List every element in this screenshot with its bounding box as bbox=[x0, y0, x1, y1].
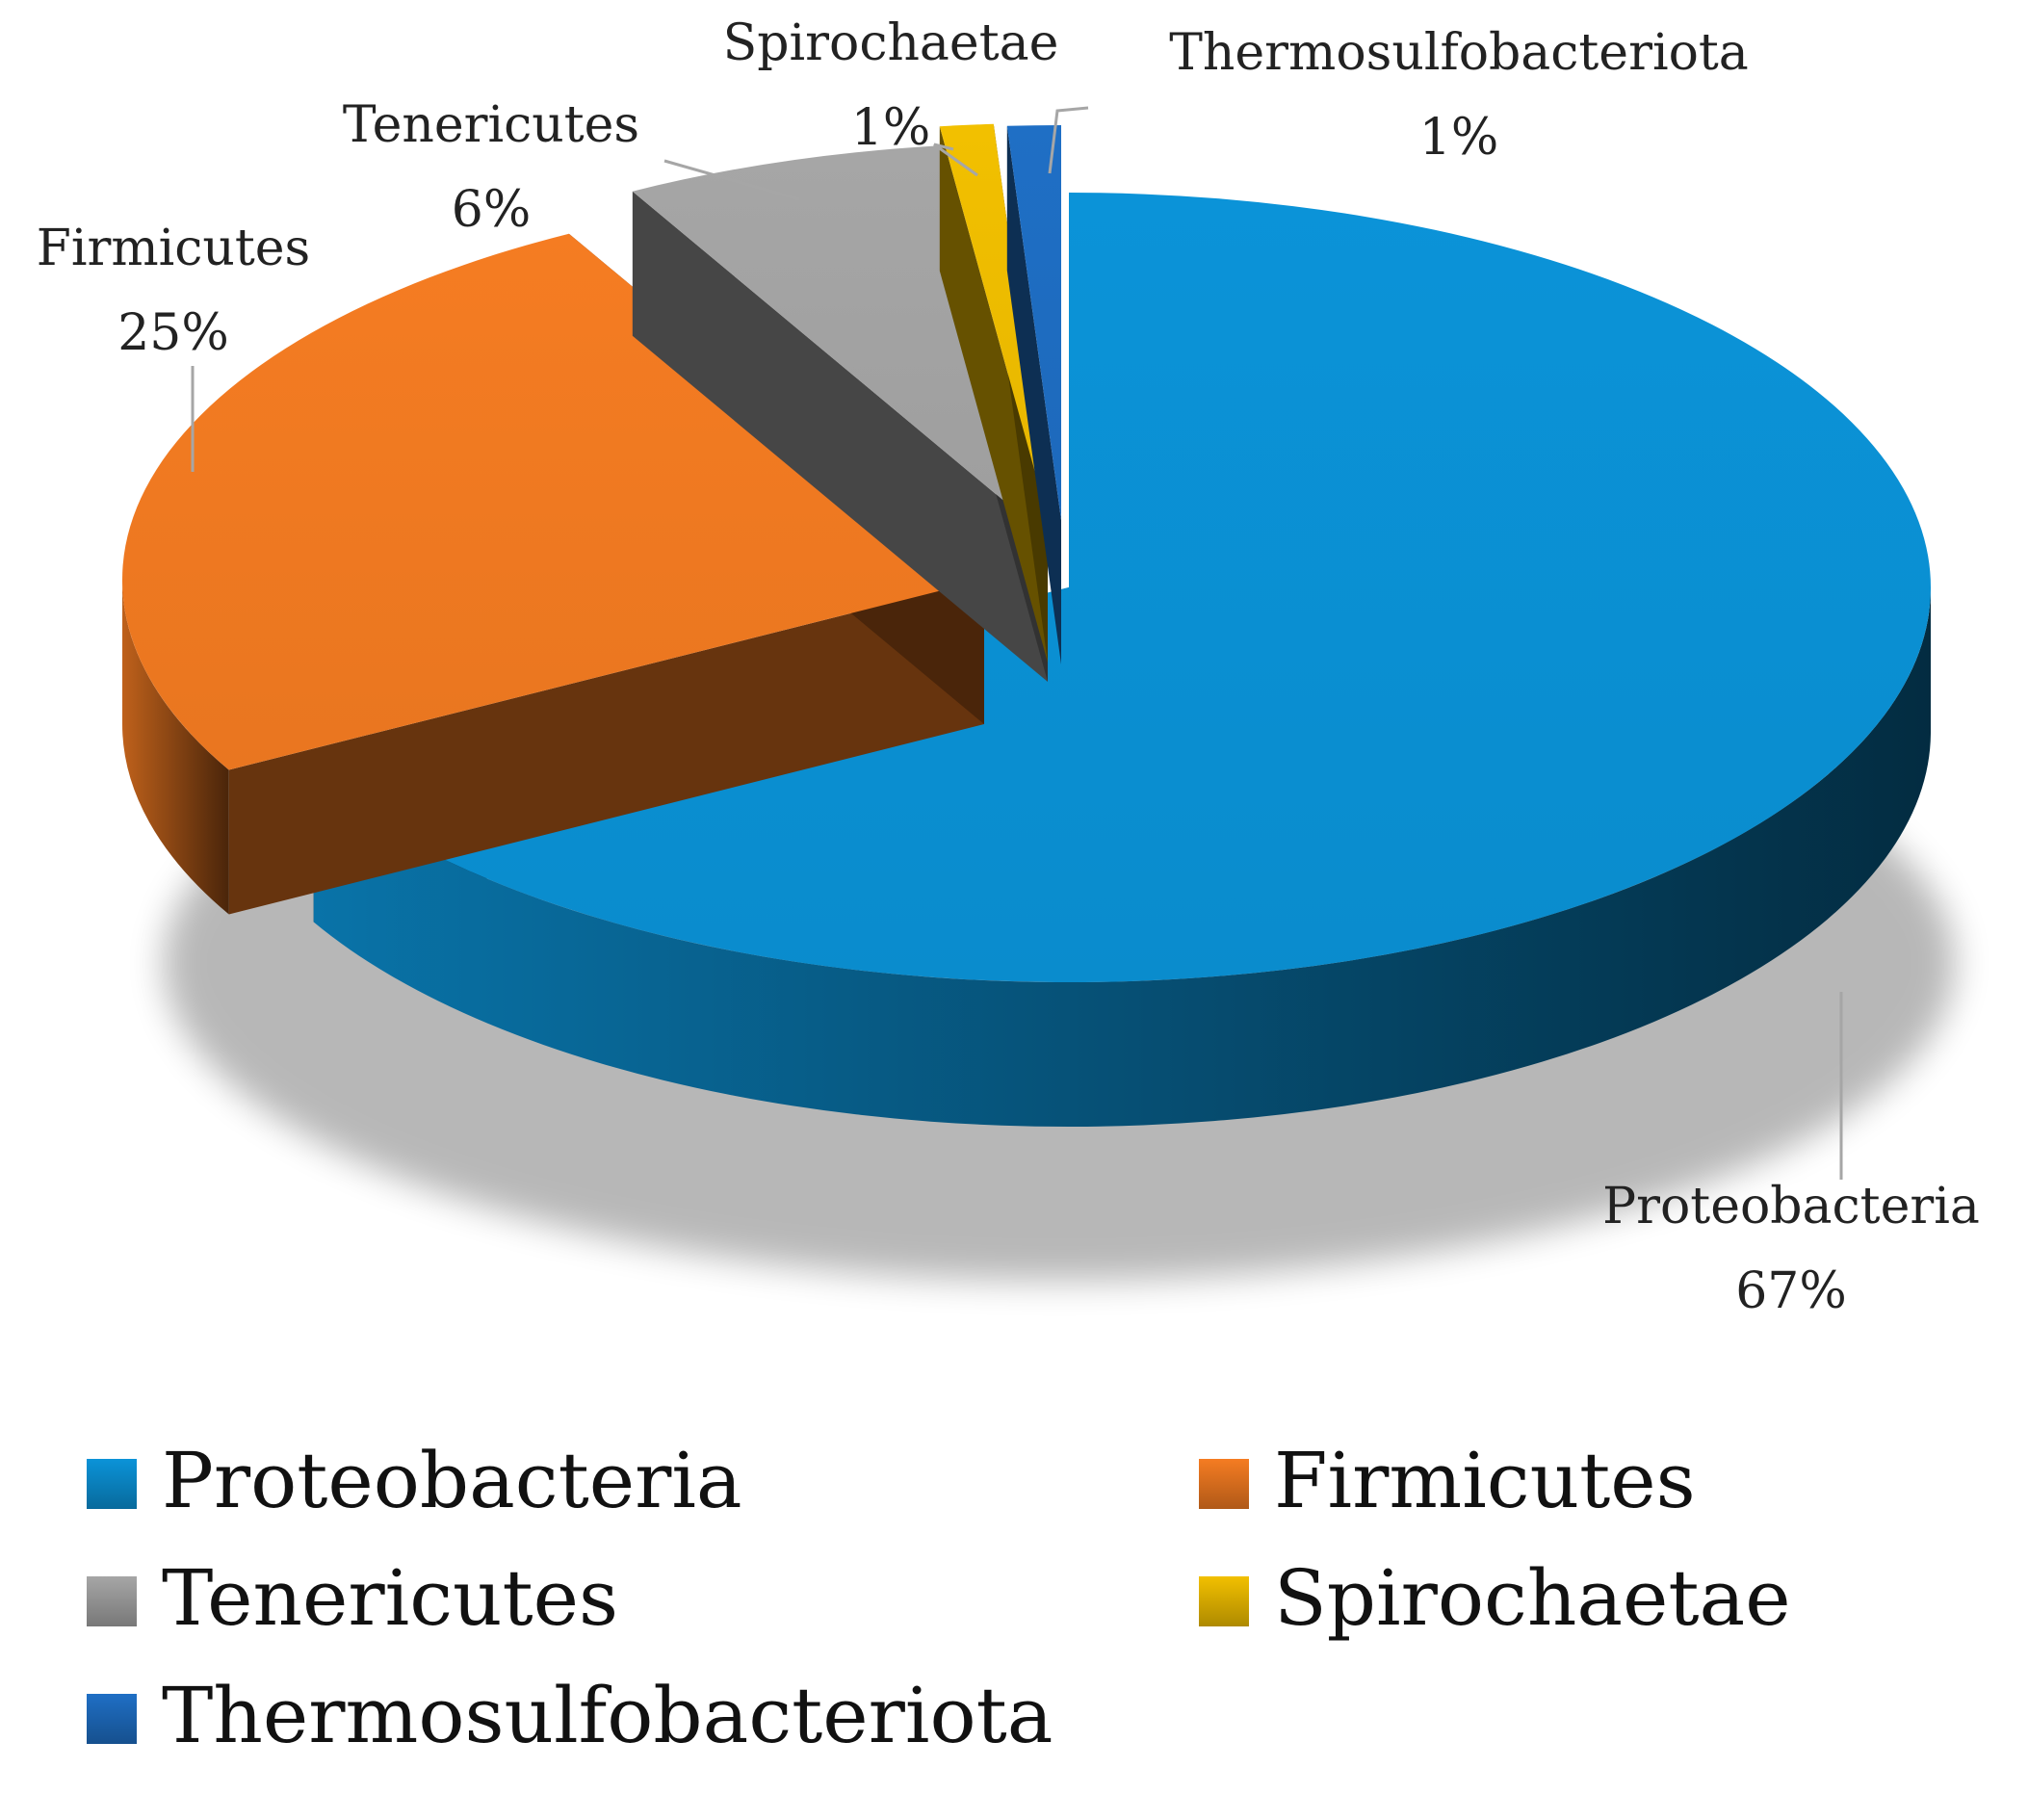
legend-item-firmicutes: Firmicutes bbox=[1199, 1436, 1696, 1525]
legend-label-thermosulfobacteriota: Thermosulfobacteriota bbox=[162, 1671, 1053, 1760]
slice-value-thermosulfobacteriota: 1% bbox=[1419, 109, 1499, 167]
slice-label-spirochaetae: Spirochaetae bbox=[723, 14, 1059, 72]
slice-top-thermosulfobacteriota bbox=[1006, 125, 1061, 520]
slice-side-proteobacteria bbox=[313, 587, 1931, 1127]
slice-wall-thermosulfobacteriota bbox=[1006, 125, 1061, 665]
slice-labels: Proteobacteria 67% Firmicutes 25% Tenericute… bbox=[37, 14, 1980, 1320]
slice-value-firmicutes: 25% bbox=[117, 304, 229, 362]
slice-wall-tenericutes bbox=[632, 191, 1048, 682]
legend-item-spirochaetae: Spirochaetae bbox=[1199, 1553, 1791, 1643]
legend-label-spirochaetae: Spirochaetae bbox=[1274, 1553, 1791, 1643]
leader-line-spirochaetae bbox=[933, 143, 978, 177]
slice-value-spirochaetae: 1% bbox=[851, 99, 931, 157]
legend-label-proteobacteria: Proteobacteria bbox=[162, 1436, 742, 1525]
slice-label-thermosulfobacteriota: Thermosulfobacteriota bbox=[1169, 24, 1749, 82]
pie-slices bbox=[121, 123, 1932, 1127]
slice-label-firmicutes: Firmicutes bbox=[37, 220, 310, 277]
slice-top-firmicutes bbox=[121, 233, 984, 770]
slice-top-spirochaetae bbox=[939, 123, 1048, 518]
slice-value-tenericutes: 6% bbox=[452, 181, 532, 239]
legend-swatch-thermosulfobacteriota bbox=[87, 1694, 137, 1744]
legend-item-proteobacteria: Proteobacteria bbox=[87, 1436, 742, 1525]
legend-item-thermosulfobacteriota: Thermosulfobacteriota bbox=[87, 1671, 1053, 1760]
legend: Proteobacteria Firmicutes Tenericutes Spiro… bbox=[87, 1436, 1791, 1760]
leader-line-thermosulfobacteriota bbox=[1048, 106, 1089, 174]
legend-swatch-proteobacteria bbox=[87, 1459, 137, 1509]
legend-item-tenericutes: Tenericutes bbox=[87, 1553, 618, 1643]
slice-value-proteobacteria: 67% bbox=[1735, 1262, 1847, 1320]
leader-line-tenericutes bbox=[663, 159, 800, 201]
legend-label-tenericutes: Tenericutes bbox=[162, 1553, 618, 1643]
slice-label-tenericutes: Tenericutes bbox=[343, 96, 639, 154]
legend-label-firmicutes: Firmicutes bbox=[1274, 1436, 1696, 1525]
legend-swatch-tenericutes bbox=[87, 1576, 137, 1626]
legend-swatch-spirochaetae bbox=[1199, 1576, 1249, 1626]
slice-wall-spirochaetae bbox=[939, 126, 1048, 663]
slice-wall-firmicutes bbox=[228, 580, 985, 915]
slice-thermosulfobacteriota bbox=[1006, 125, 1061, 665]
slice-side-firmicutes bbox=[122, 580, 229, 915]
slice-label-proteobacteria: Proteobacteria bbox=[1602, 1178, 1980, 1235]
legend-swatch-firmicutes bbox=[1199, 1459, 1249, 1509]
